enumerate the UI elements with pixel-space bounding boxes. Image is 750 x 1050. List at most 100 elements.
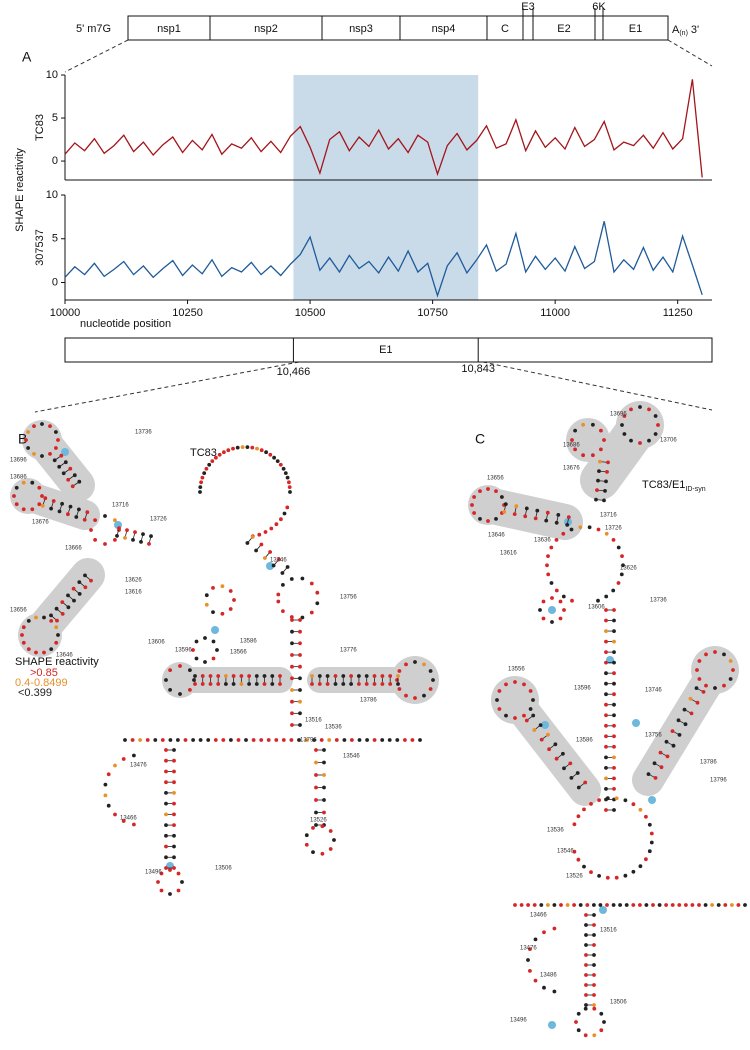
- nucleotide: [32, 424, 36, 428]
- nucleotide: [235, 445, 240, 450]
- nucleotide: [602, 1020, 606, 1024]
- nucleotide: [638, 405, 642, 409]
- nucleotide: [670, 729, 675, 733]
- nucleotide: [595, 488, 599, 492]
- nucleotide: [188, 688, 192, 692]
- nucleotide: [581, 422, 585, 427]
- nucleotide: [649, 840, 654, 845]
- connector: [64, 39, 129, 73]
- nucleotide: [231, 446, 235, 451]
- nucleotide: [211, 639, 216, 644]
- nucleotide: [592, 903, 596, 907]
- nucleotide: [713, 686, 717, 690]
- base-pair: [649, 774, 655, 778]
- position-label: 13736: [135, 430, 152, 436]
- position-label: 13656: [10, 608, 27, 614]
- nucleotide: [592, 1006, 597, 1011]
- nucleotide: [172, 769, 176, 774]
- nucleotide: [66, 605, 71, 610]
- nucleotide: [620, 554, 624, 558]
- base-pair: [85, 576, 91, 580]
- nucleotide: [164, 844, 168, 849]
- nucleotide: [312, 738, 316, 742]
- nucleotide: [387, 738, 392, 742]
- nucleotide: [56, 633, 60, 637]
- nucleotide: [159, 888, 164, 893]
- nucleotide: [34, 615, 38, 620]
- nucleotide: [240, 445, 245, 449]
- nucleotide: [255, 446, 259, 451]
- nucleotide: [103, 793, 108, 798]
- nucleotide: [315, 590, 320, 595]
- nucleotide: [638, 864, 643, 869]
- nucleotide: [697, 677, 702, 681]
- nucleotide: [428, 669, 433, 673]
- nucleotide: [644, 814, 648, 819]
- nucleotide: [736, 903, 741, 907]
- nucleotide: [68, 466, 73, 471]
- nucleotide: [263, 530, 268, 534]
- nucleotide: [598, 903, 603, 907]
- nucleotide: [204, 593, 209, 598]
- nucleotide: [722, 683, 726, 688]
- nucleotide: [49, 619, 54, 623]
- base-pair: [68, 507, 71, 513]
- nucleotide: [576, 1011, 581, 1016]
- nucleotide: [266, 738, 271, 742]
- nucleotide: [611, 903, 616, 907]
- position-label: 13566: [230, 650, 247, 656]
- region-label: 10,843: [461, 363, 495, 375]
- nucleotide: [500, 495, 504, 499]
- nucleotide: [34, 650, 38, 655]
- nucleotide: [573, 447, 577, 452]
- nucleotide: [115, 534, 119, 538]
- nucleotide: [30, 507, 35, 512]
- nucleotide: [584, 943, 588, 947]
- base-pair: [599, 480, 605, 482]
- nucleotide: [164, 823, 168, 827]
- reactivity-line: [64, 221, 703, 298]
- nucleotide: [599, 1028, 604, 1033]
- nucleotide: [592, 1003, 596, 1007]
- nucleotide: [298, 629, 302, 634]
- nucleotide: [204, 602, 209, 607]
- nucleotide: [283, 471, 288, 475]
- connector: [34, 361, 300, 413]
- nucleotide: [418, 738, 422, 742]
- nucleotide: [200, 475, 205, 480]
- tail-part: 3': [691, 24, 699, 36]
- nucleotide: [226, 448, 231, 453]
- nucleotide: [365, 738, 369, 742]
- nucleotide: [545, 510, 550, 515]
- nucleotide: [589, 870, 593, 874]
- nucleotide: [54, 430, 58, 434]
- position-label: 13546: [557, 849, 574, 855]
- nucleotide: [314, 748, 318, 752]
- position-label: 13646: [488, 533, 505, 539]
- nucleotide: [397, 687, 402, 691]
- nucleotide: [281, 738, 286, 742]
- nucleotide: [350, 738, 354, 742]
- nucleotide: [54, 640, 59, 645]
- nucleotide: [604, 808, 608, 812]
- nucleotide: [138, 738, 143, 742]
- nucleotide: [103, 782, 108, 787]
- loop-shade: [468, 485, 508, 525]
- nucleotide: [546, 903, 550, 907]
- nucleotide: [281, 466, 286, 471]
- nucleotide: [349, 682, 353, 686]
- nucleotide: [178, 692, 182, 696]
- nucleotide: [620, 423, 624, 427]
- nucleotide: [26, 446, 30, 450]
- nucleotide: [203, 636, 207, 640]
- nucleotide: [32, 452, 36, 456]
- nucleotide: [629, 407, 633, 412]
- position-label: 13646: [56, 653, 73, 659]
- nucleotide: [70, 484, 75, 489]
- nucleotide: [616, 545, 621, 550]
- nucleotide: [106, 803, 111, 808]
- nucleotide: [198, 738, 203, 742]
- position-label: 13716: [600, 513, 617, 519]
- nucleotide: [522, 682, 526, 687]
- nucleotide: [532, 903, 537, 907]
